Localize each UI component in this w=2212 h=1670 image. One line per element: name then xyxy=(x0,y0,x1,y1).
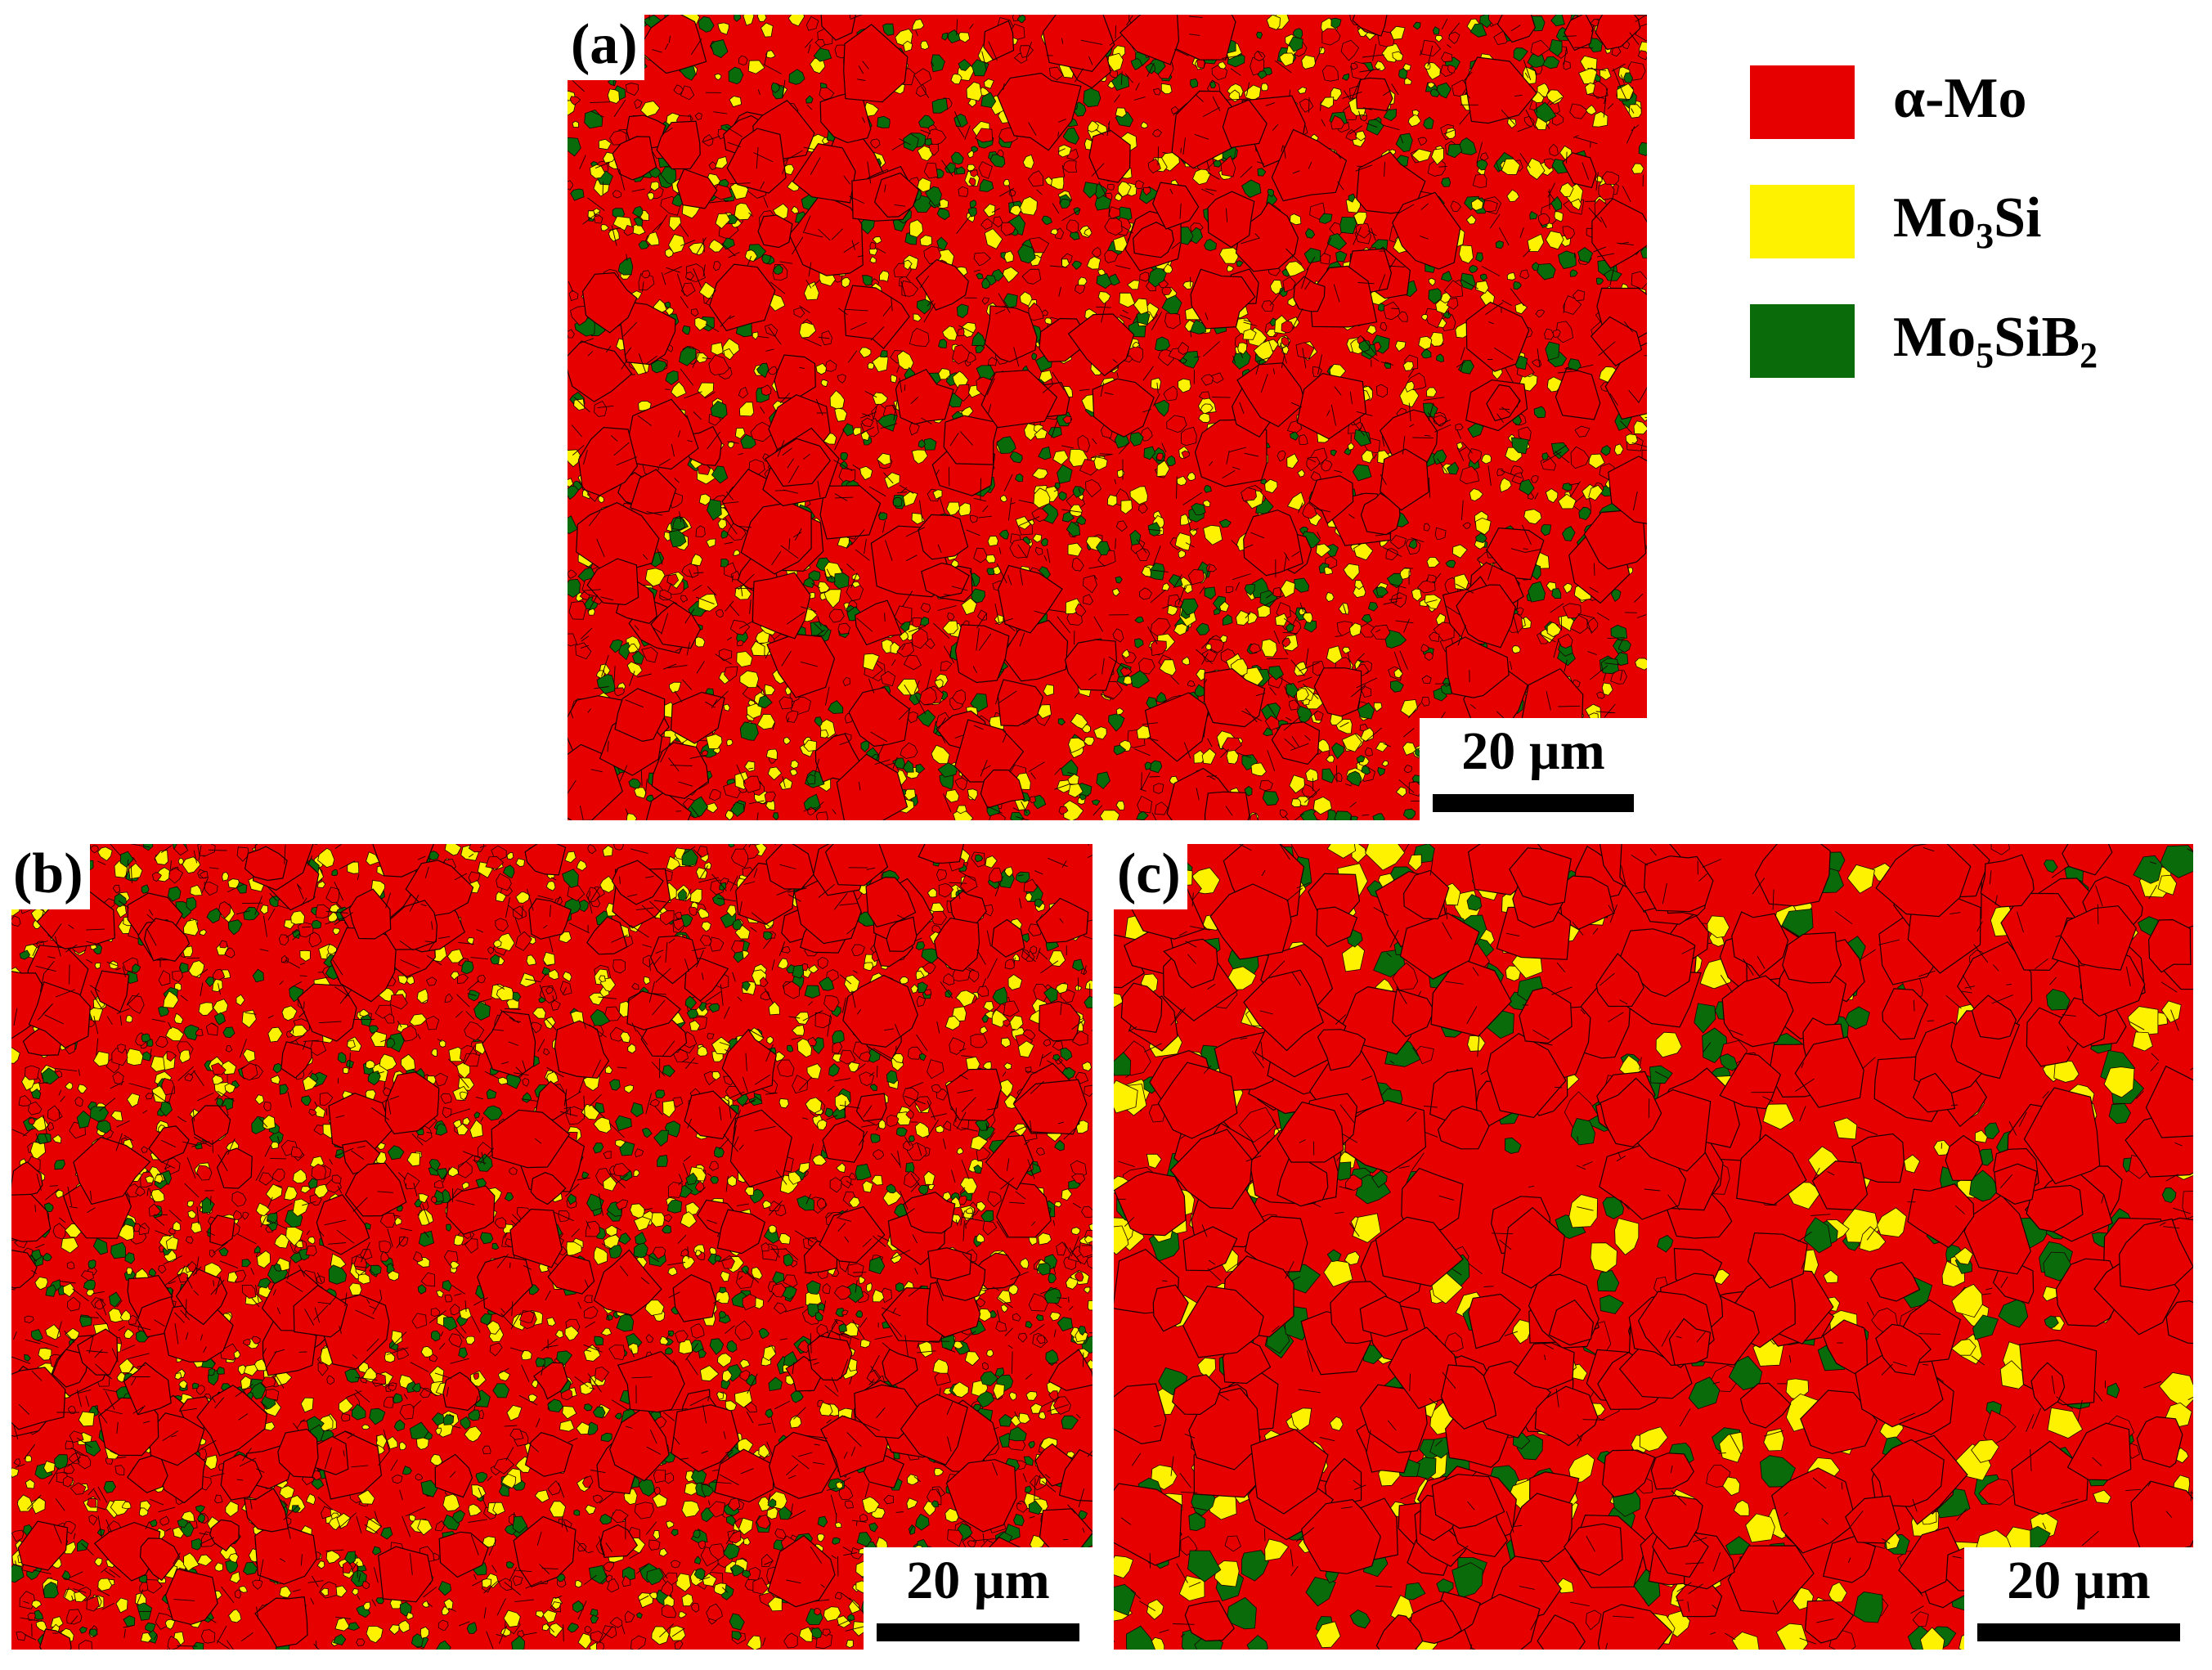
legend-swatch-mo3si xyxy=(1750,185,1855,258)
phase-map-a xyxy=(568,15,1647,820)
panel-a: (a) 20 µm xyxy=(568,15,1647,820)
legend-label-alpha-mo: α-Mo xyxy=(1893,67,2027,130)
legend-item-mo3si: Mo3Si xyxy=(1750,185,2208,258)
scale-bar-c: 20 µm xyxy=(1964,1547,2193,1650)
panel-label-a: (a) xyxy=(568,15,644,80)
scale-bar-a: 20 µm xyxy=(1420,718,1647,820)
panel-label-b: (b) xyxy=(11,844,90,909)
panel-b: (b) 20 µm xyxy=(11,844,1093,1650)
phase-map-b xyxy=(11,844,1093,1650)
scale-line-a xyxy=(1433,794,1634,812)
legend-label-mo3si: Mo3Si xyxy=(1893,186,2042,256)
panel-label-c: (c) xyxy=(1114,844,1187,909)
legend-item-mo5sib2: Mo5SiB2 xyxy=(1750,304,2208,378)
scale-line-b xyxy=(877,1623,1079,1641)
legend-label-mo5sib2: Mo5SiB2 xyxy=(1893,306,2098,375)
phase-map-c xyxy=(1114,844,2193,1650)
legend-swatch-mo5sib2 xyxy=(1750,304,1855,378)
panel-c: (c) 20 µm xyxy=(1114,844,2193,1650)
legend-swatch-alpha-mo xyxy=(1750,65,1855,139)
scale-bar-b: 20 µm xyxy=(864,1547,1093,1650)
scale-text-c: 20 µm xyxy=(2007,1551,2151,1610)
scale-text-a: 20 µm xyxy=(1461,721,1605,781)
legend-item-alpha-mo: α-Mo xyxy=(1750,65,2208,139)
scale-text-b: 20 µm xyxy=(906,1551,1050,1610)
scale-line-c xyxy=(1977,1623,2180,1641)
